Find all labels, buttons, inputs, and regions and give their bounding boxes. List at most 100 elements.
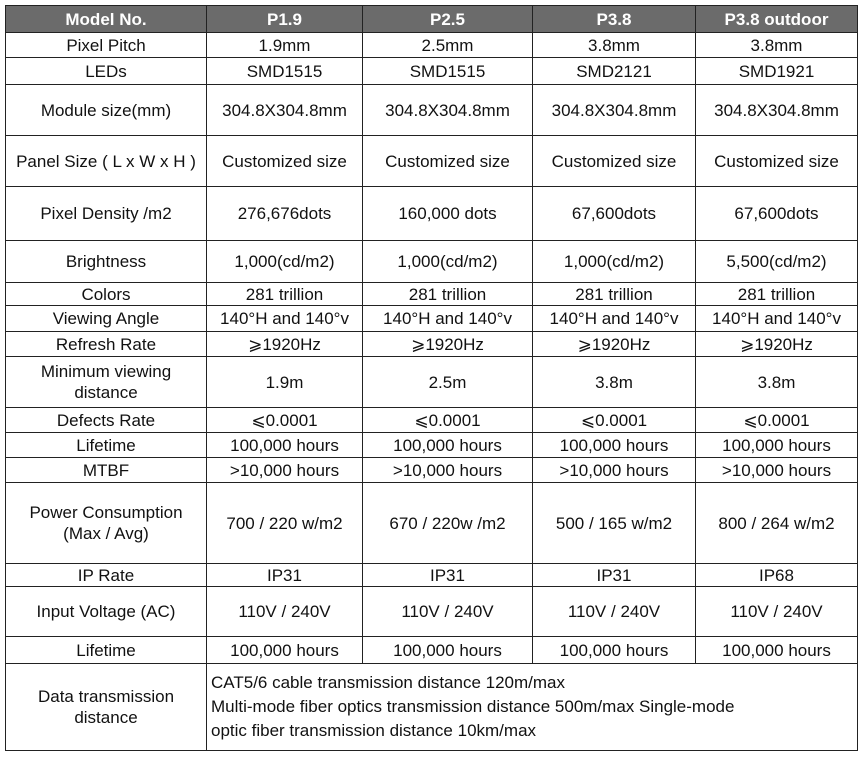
cell: 281 trillion (532, 282, 696, 306)
cell: 110V / 240V (362, 586, 533, 637)
row-label: IP Rate (5, 563, 207, 587)
cell: ⩾1920Hz (532, 331, 696, 357)
cell: 281 trillion (362, 282, 533, 306)
row-label: Brightness (5, 240, 207, 283)
cell: 800 / 264 w/m2 (695, 482, 858, 564)
text-line: optic fiber transmission distance 10km/m… (211, 721, 537, 740)
cell: Customized size (532, 135, 696, 187)
cell: ⩽0.0001 (206, 407, 363, 433)
cell: SMD1515 (206, 57, 363, 85)
table-row: Minimum viewing distance 1.9m 2.5m 3.8m 3.8m (5, 356, 858, 408)
row-label: Input Voltage (AC) (5, 586, 207, 637)
cell: IP31 (206, 563, 363, 587)
cell: 3.8mm (532, 32, 696, 58)
header-cell: P3.8 (532, 5, 696, 33)
row-label: Pixel Density /m2 (5, 186, 207, 241)
cell: 67,600dots (695, 186, 858, 241)
cell: 110V / 240V (206, 586, 363, 637)
cell: ⩽0.0001 (695, 407, 858, 433)
cell: 110V / 240V (532, 586, 696, 637)
cell: IP31 (362, 563, 533, 587)
cell: 1.9m (206, 356, 363, 408)
row-label: Power Consumption (Max / Avg) (5, 482, 207, 564)
row-label: Minimum viewing distance (5, 356, 207, 408)
cell: >10,000 hours (695, 457, 858, 483)
cell: ⩽0.0001 (532, 407, 696, 433)
header-cell: P1.9 (206, 5, 363, 33)
table-row: Lifetime 100,000 hours 100,000 hours 100,00… (5, 636, 858, 664)
text-line: Multi-mode fiber optics transmission dis… (211, 697, 735, 716)
cell: 670 / 220w /m2 (362, 482, 533, 564)
cell: ⩽0.0001 (362, 407, 533, 433)
cell: CAT5/6 cable transmission distance 120m/… (206, 663, 858, 751)
cell: 100,000 hours (206, 432, 363, 458)
cell: 700 / 220 w/m2 (206, 482, 363, 564)
table-row: Lifetime 100,000 hours 100,000 hours 100,00… (5, 432, 858, 458)
cell: 100,000 hours (532, 636, 696, 664)
table-row: Colors 281 trillion 281 trillion 281 trilli… (5, 282, 858, 306)
cell: >10,000 hours (206, 457, 363, 483)
table-row: Pixel Density /m2 276,676dots 160,000 dots… (5, 186, 858, 241)
row-label: Colors (5, 282, 207, 306)
cell: 100,000 hours (362, 432, 533, 458)
cell: SMD1515 (362, 57, 533, 85)
cell: 281 trillion (695, 282, 858, 306)
cell: 304.8X304.8mm (695, 84, 858, 136)
cell: 67,600dots (532, 186, 696, 241)
cell: 1,000(cd/m2) (206, 240, 363, 283)
cell: 1.9mm (206, 32, 363, 58)
cell: IP31 (532, 563, 696, 587)
cell: 100,000 hours (695, 432, 858, 458)
cell: 304.8X304.8mm (206, 84, 363, 136)
table-row: Defects Rate ⩽0.0001 ⩽0.0001 ⩽0.0001 ⩽0.0001 (5, 407, 858, 433)
cell: 3.8m (695, 356, 858, 408)
cell: 276,676dots (206, 186, 363, 241)
cell: 5,500(cd/m2) (695, 240, 858, 283)
table-row: MTBF >10,000 hours >10,000 hours >10,000 ho… (5, 457, 858, 483)
table-row: Power Consumption (Max / Avg) 700 / 220 w… (5, 482, 858, 564)
header-row: Model No. P1.9 P2.5 P3.8 P3.8 outdoor (5, 5, 858, 33)
cell: Customized size (695, 135, 858, 187)
row-label: Refresh Rate (5, 331, 207, 357)
cell: 100,000 hours (206, 636, 363, 664)
cell: 3.8m (532, 356, 696, 408)
cell: 2.5m (362, 356, 533, 408)
row-label: MTBF (5, 457, 207, 483)
cell: 2.5mm (362, 32, 533, 58)
table-row: Data transmission distance CAT5/6 cable t… (5, 663, 858, 751)
cell: Customized size (206, 135, 363, 187)
cell: 110V / 240V (695, 586, 858, 637)
row-label: Module size(mm) (5, 84, 207, 136)
cell: ⩾1920Hz (206, 331, 363, 357)
header-cell: P3.8 outdoor (695, 5, 858, 33)
table-row: Viewing Angle 140°H and 140°v 140°H and 14… (5, 305, 858, 332)
cell: 140°H and 140°v (532, 305, 696, 332)
row-label: Lifetime (5, 636, 207, 664)
row-label: Panel Size ( L x W x H ) (5, 135, 207, 187)
cell: 304.8X304.8mm (532, 84, 696, 136)
table-row: Input Voltage (AC) 110V / 240V 110V / 240V… (5, 586, 858, 637)
cell: 100,000 hours (532, 432, 696, 458)
cell: 1,000(cd/m2) (362, 240, 533, 283)
table-row: LEDs SMD1515 SMD1515 SMD2121 SMD1921 (5, 57, 858, 85)
cell: 100,000 hours (362, 636, 533, 664)
row-label: Pixel Pitch (5, 32, 207, 58)
cell: 140°H and 140°v (695, 305, 858, 332)
cell: 3.8mm (695, 32, 858, 58)
cell: 160,000 dots (362, 186, 533, 241)
cell: 1,000(cd/m2) (532, 240, 696, 283)
cell: 140°H and 140°v (206, 305, 363, 332)
cell: 100,000 hours (695, 636, 858, 664)
row-label: Lifetime (5, 432, 207, 458)
table-row: IP Rate IP31 IP31 IP31 IP68 (5, 563, 858, 587)
cell: ⩾1920Hz (695, 331, 858, 357)
cell: SMD2121 (532, 57, 696, 85)
row-label: LEDs (5, 57, 207, 85)
table-row: Refresh Rate ⩾1920Hz ⩾1920Hz ⩾1920Hz ⩾1920Hz (5, 331, 858, 357)
row-label: Data transmission distance (5, 663, 207, 751)
table-row: Brightness 1,000(cd/m2) 1,000(cd/m2) 1,000(… (5, 240, 858, 283)
cell: 281 trillion (206, 282, 363, 306)
header-cell: Model No. (5, 5, 207, 33)
table-row: Panel Size ( L x W x H ) Customized size C… (5, 135, 858, 187)
